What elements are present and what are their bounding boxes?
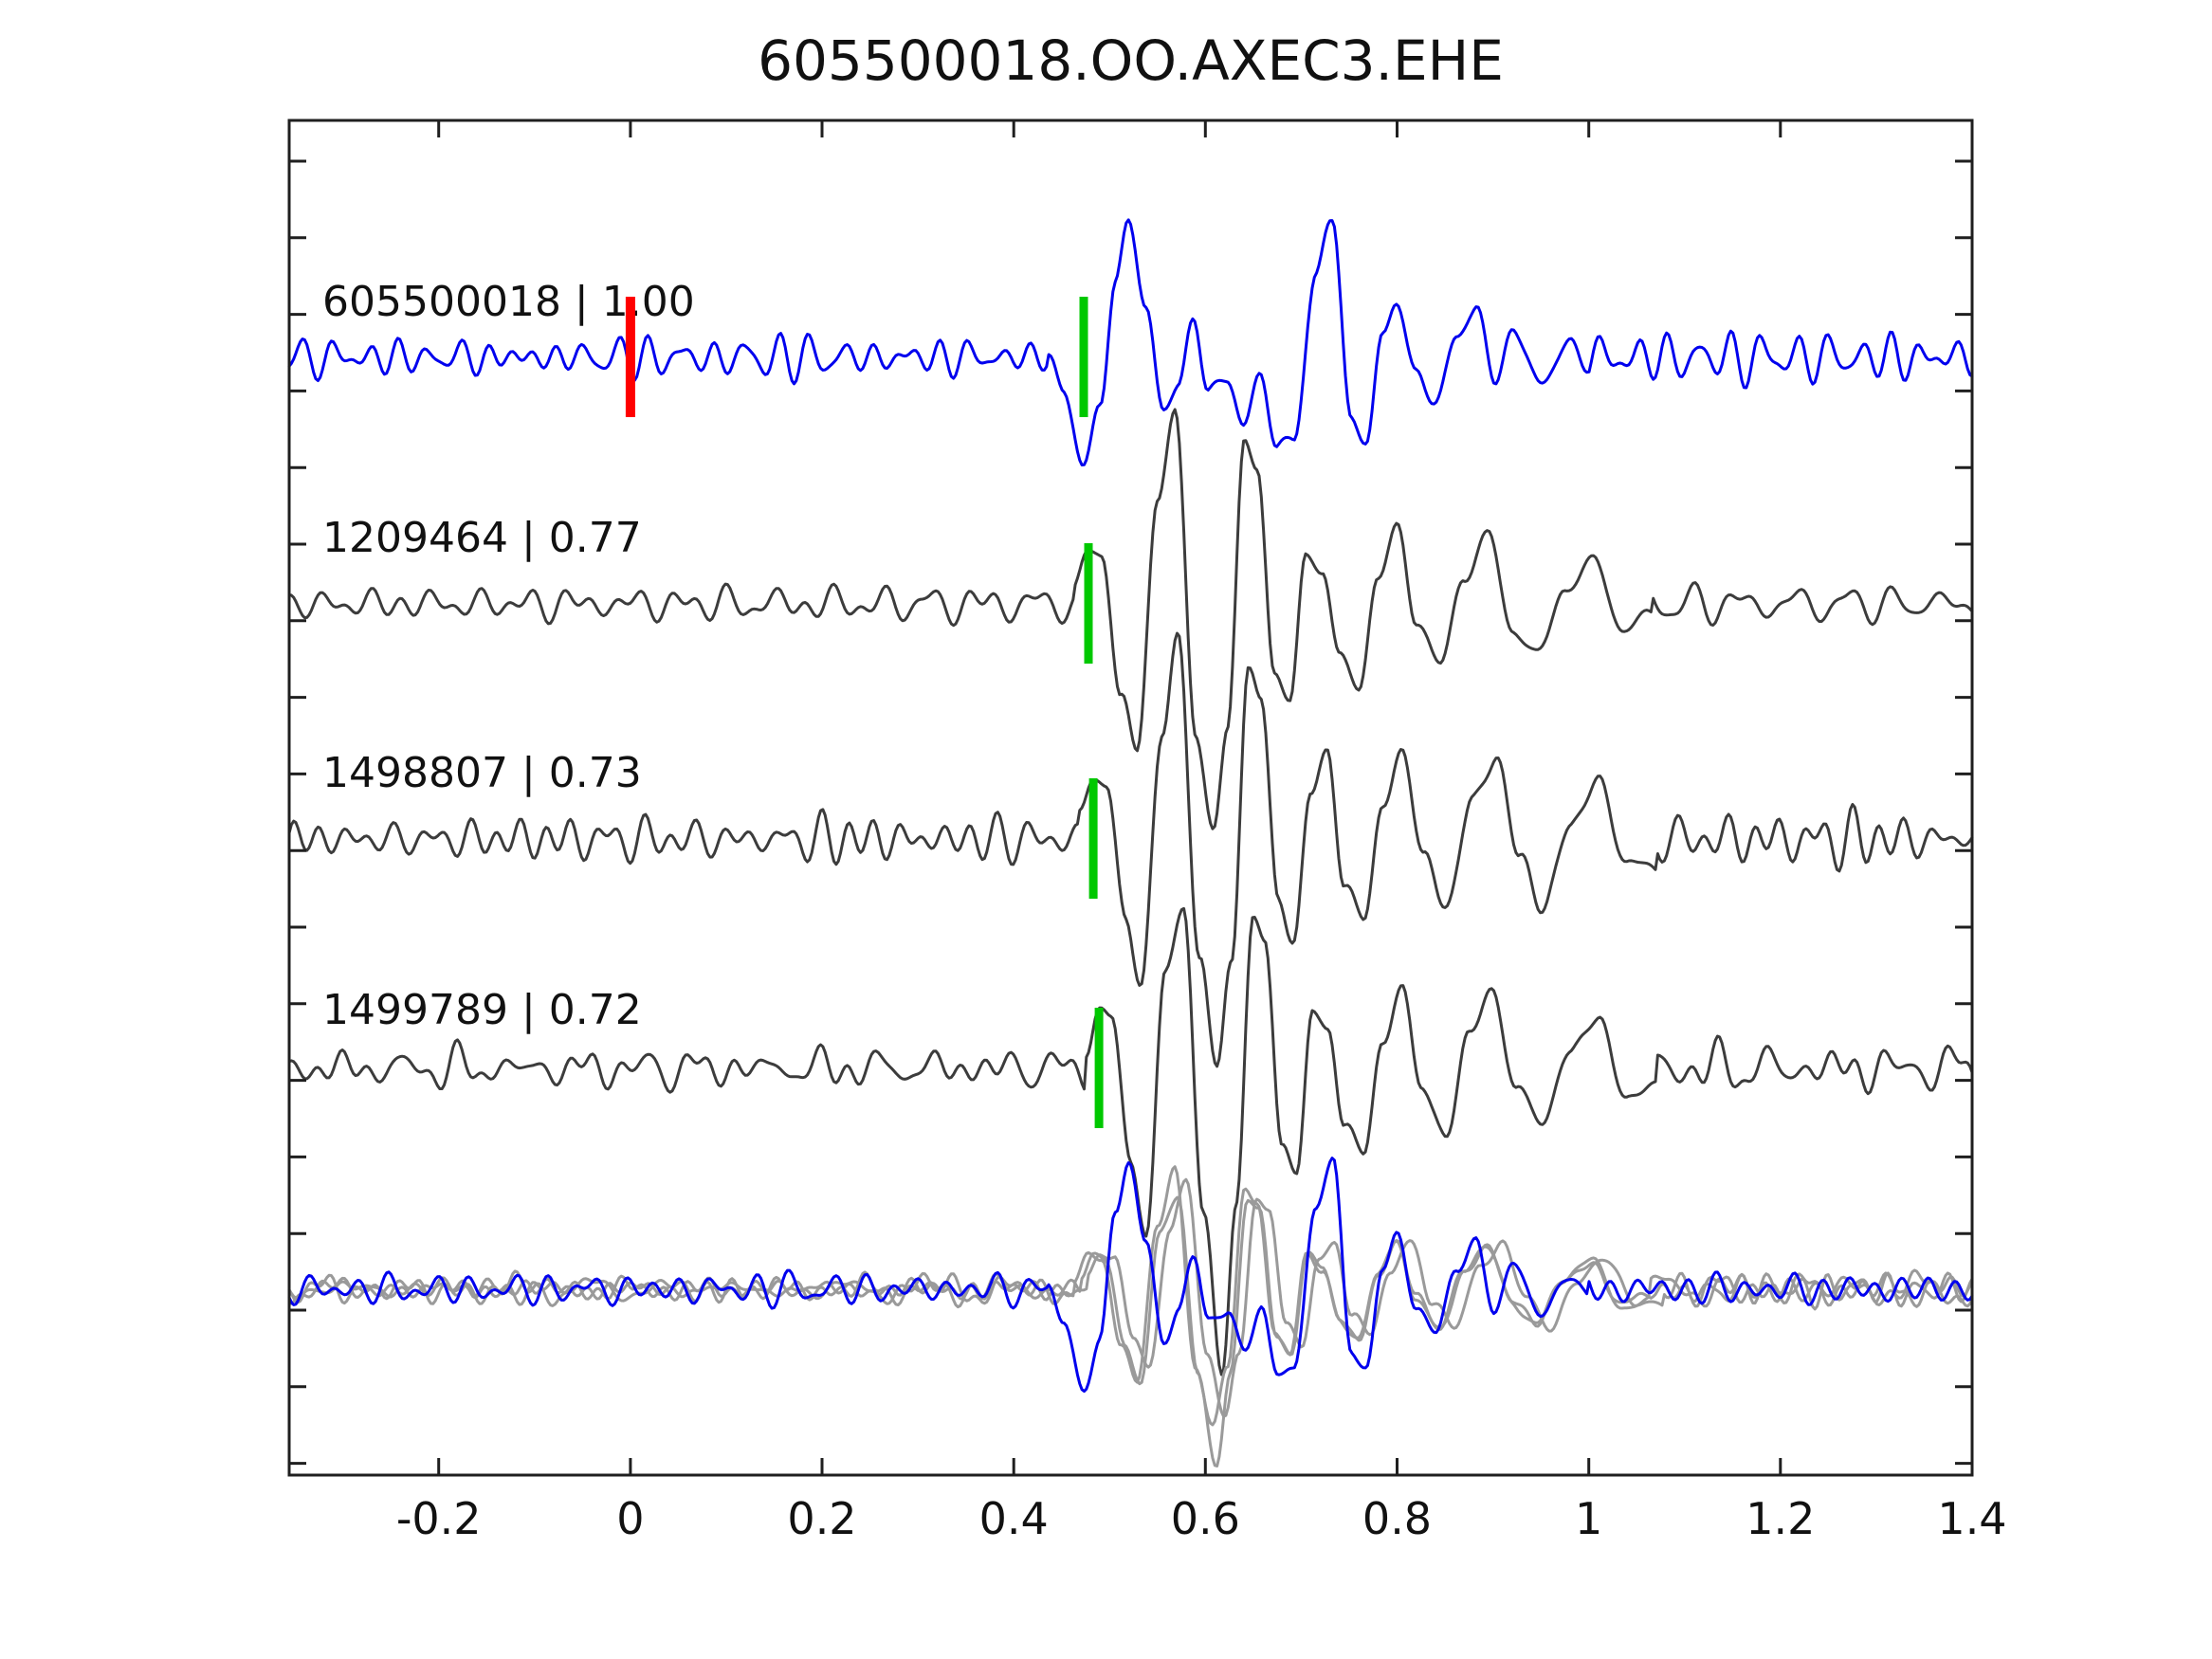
plot-border: [287, 118, 1974, 1477]
trace-label-detection-1: 1209464 | 0.77: [322, 514, 642, 562]
x-tick-label: 0.8: [1362, 1493, 1432, 1544]
x-tick-label: 0: [616, 1493, 644, 1544]
overlay-trace-605500018: [287, 1157, 1974, 1394]
trace-line-1209464: [287, 408, 1974, 830]
trace-line-1499789: [287, 906, 1974, 1376]
chart-title: 605500018.OO.AXEC3.EHE: [758, 28, 1504, 93]
trace-line-1498807: [287, 631, 1974, 1068]
template-origin-marker-red: [625, 297, 635, 417]
overlay-trace-1209464: [287, 1165, 1974, 1427]
overlay-trace-1498807: [287, 1177, 1974, 1418]
pick-marker-green-1209464: [1084, 543, 1093, 664]
x-tick-label: 1: [1575, 1493, 1602, 1544]
pick-marker-green-1498807: [1088, 778, 1098, 899]
x-tick-label: 0.4: [979, 1493, 1049, 1544]
x-tick-label: 0.6: [1171, 1493, 1240, 1544]
x-tick-label: 0.2: [787, 1493, 856, 1544]
trace-label-detection-2: 1498807 | 0.73: [322, 749, 642, 797]
x-tick-label: 1.2: [1746, 1493, 1815, 1544]
x-tick-label: 1.4: [1937, 1493, 2006, 1544]
pick-marker-green-1499789: [1094, 1008, 1104, 1128]
pick-marker-green-605500018: [1079, 297, 1088, 417]
trace-label-detection-3: 1499789 | 0.72: [322, 986, 642, 1034]
x-tick-label: -0.2: [396, 1493, 482, 1544]
trace-line-605500018: [287, 218, 1974, 466]
